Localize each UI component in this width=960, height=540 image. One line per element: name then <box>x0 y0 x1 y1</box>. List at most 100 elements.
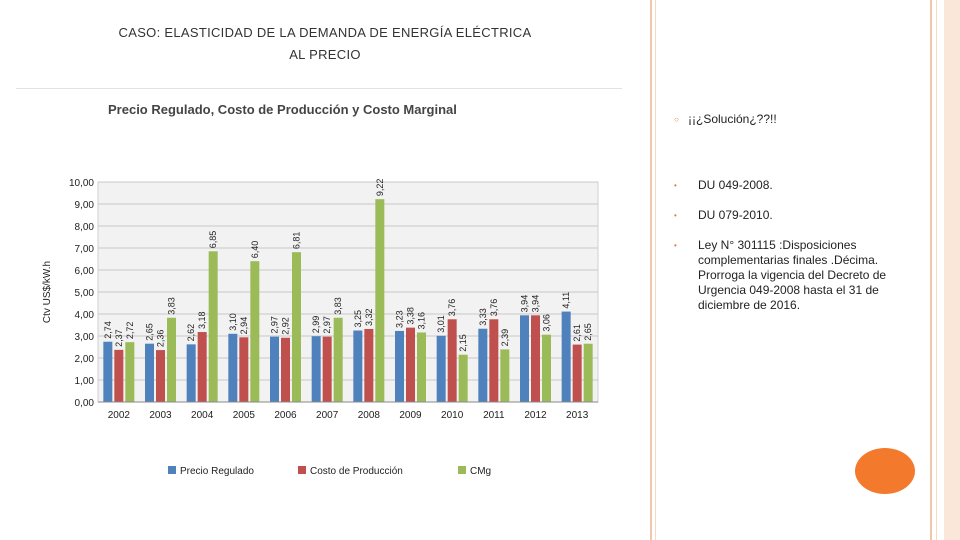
x-tick-label: 2011 <box>483 410 505 421</box>
data-label: 3,83 <box>333 297 343 315</box>
data-label: 3,94 <box>520 295 530 313</box>
bar-cmg <box>208 251 218 402</box>
y-tick-label: 3,00 <box>75 332 95 343</box>
bar-cmg <box>333 317 343 402</box>
y-tick-label: 6,00 <box>75 266 95 277</box>
bar-cmg <box>125 342 135 402</box>
y-tick-label: 2,00 <box>75 354 95 365</box>
data-label: 3,32 <box>364 308 374 326</box>
bar-costo-de-producci-n <box>322 336 332 402</box>
bar-precio-regulado <box>561 311 571 402</box>
bar-precio-regulado <box>353 330 363 402</box>
x-tick-label: 2007 <box>316 410 339 421</box>
data-label: 3,18 <box>197 312 207 330</box>
data-label: 2,72 <box>125 322 135 340</box>
bar-precio-regulado <box>520 315 529 402</box>
data-label: 2,39 <box>500 329 510 347</box>
data-label: 2,15 <box>458 334 468 352</box>
bar-precio-regulado <box>311 336 321 402</box>
bar-costo-de-producci-n <box>572 344 582 402</box>
data-label: 6,40 <box>250 241 260 259</box>
y-tick-label: 0,00 <box>75 398 95 409</box>
x-tick-label: 2003 <box>149 410 172 421</box>
legend-label: Precio Regulado <box>180 466 254 477</box>
data-label: 2,92 <box>281 317 291 335</box>
x-tick-label: 2010 <box>441 410 464 421</box>
bullet-text: DU 079-2010. <box>698 208 773 222</box>
decorative-circle <box>855 448 915 494</box>
data-label: 3,23 <box>395 310 405 328</box>
y-tick-label: 7,00 <box>75 244 95 255</box>
slide-title-line-1: CASO: ELASTICIDAD DE LA DEMANDA DE ENERG… <box>118 25 532 40</box>
data-label: 2,36 <box>156 330 166 348</box>
data-label: 2,94 <box>239 317 249 335</box>
bar-costo-de-producci-n <box>531 315 540 402</box>
x-tick-label: 2008 <box>358 410 381 421</box>
data-label: 2,62 <box>186 324 196 342</box>
data-label: 4,11 <box>561 292 571 309</box>
data-label: 3,10 <box>228 313 238 331</box>
legend-swatch <box>168 466 176 474</box>
data-label: 3,25 <box>353 310 363 328</box>
bar-precio-regulado <box>103 341 113 402</box>
bar-cmg <box>417 332 426 402</box>
data-label: 3,16 <box>417 312 427 330</box>
slide-title: CASO: ELASTICIDAD DE LA DEMANDA DE ENERG… <box>60 22 590 66</box>
data-label: 2,65 <box>145 323 155 341</box>
bar-precio-regulado <box>478 328 488 402</box>
slide-title-line-2: AL PRECIO <box>289 47 361 62</box>
bullet-text: ¡¡¿Solución¿??!! <box>688 112 777 126</box>
bar-cmg <box>583 343 593 402</box>
decorative-border-line <box>930 0 932 540</box>
bar-precio-regulado <box>228 333 238 402</box>
y-tick-label: 4,00 <box>75 310 95 321</box>
bullet-marker: • <box>674 211 677 220</box>
bar-cmg <box>292 252 301 402</box>
legend-label: Costo de Producción <box>310 466 403 477</box>
bar-cmg <box>542 334 551 402</box>
decorative-border-line <box>655 0 656 540</box>
bar-costo-de-producci-n <box>239 337 249 402</box>
bar-cmg <box>500 349 510 402</box>
data-label: 9,22 <box>375 179 385 197</box>
bullet-marker: • <box>674 241 677 250</box>
y-tick-label: 9,00 <box>75 200 95 211</box>
bar-precio-regulado <box>145 343 154 402</box>
data-label: 3,76 <box>447 299 457 317</box>
bar-costo-de-producci-n <box>489 319 499 402</box>
data-label: 3,83 <box>167 297 177 315</box>
bar-cmg <box>375 199 385 402</box>
x-tick-label: 2013 <box>566 410 589 421</box>
bar-costo-de-producci-n <box>406 327 415 402</box>
bullet-marker: • <box>674 181 677 190</box>
data-label: 2,37 <box>114 329 124 347</box>
bar-costo-de-producci-n <box>114 349 124 402</box>
bar-costo-de-producci-n <box>364 328 374 402</box>
legend-label: CMg <box>470 466 491 477</box>
data-label: 6,85 <box>208 231 218 249</box>
bar-cmg <box>250 261 260 402</box>
data-label: 2,99 <box>311 316 321 334</box>
data-label: 3,06 <box>542 314 552 332</box>
bar-costo-de-producci-n <box>447 319 457 402</box>
bar-precio-regulado <box>436 335 446 402</box>
decorative-border-strip <box>944 0 960 540</box>
x-tick-label: 2012 <box>524 410 547 421</box>
legend-swatch <box>298 466 306 474</box>
data-label: 2,74 <box>103 321 113 339</box>
bar-chart: Precio Regulado, Costo de Producción y C… <box>42 102 599 477</box>
y-tick-label: 8,00 <box>75 222 95 233</box>
data-label: 3,38 <box>406 307 416 325</box>
bar-costo-de-producci-n <box>281 337 290 402</box>
y-tick-label: 5,00 <box>75 288 95 299</box>
legend-swatch <box>458 466 466 474</box>
chart-container: Precio Regulado, Costo de Producción y C… <box>18 92 618 532</box>
x-tick-label: 2002 <box>108 410 131 421</box>
y-axis-label: Ctv US$/kW.h <box>42 261 53 323</box>
data-label: 2,65 <box>583 323 593 341</box>
data-label: 3,76 <box>489 299 499 317</box>
bar-precio-regulado <box>186 344 196 402</box>
bullet-text: DU 049-2008. <box>698 178 773 192</box>
data-label: 3,01 <box>436 315 446 333</box>
bar-precio-regulado <box>395 330 404 402</box>
